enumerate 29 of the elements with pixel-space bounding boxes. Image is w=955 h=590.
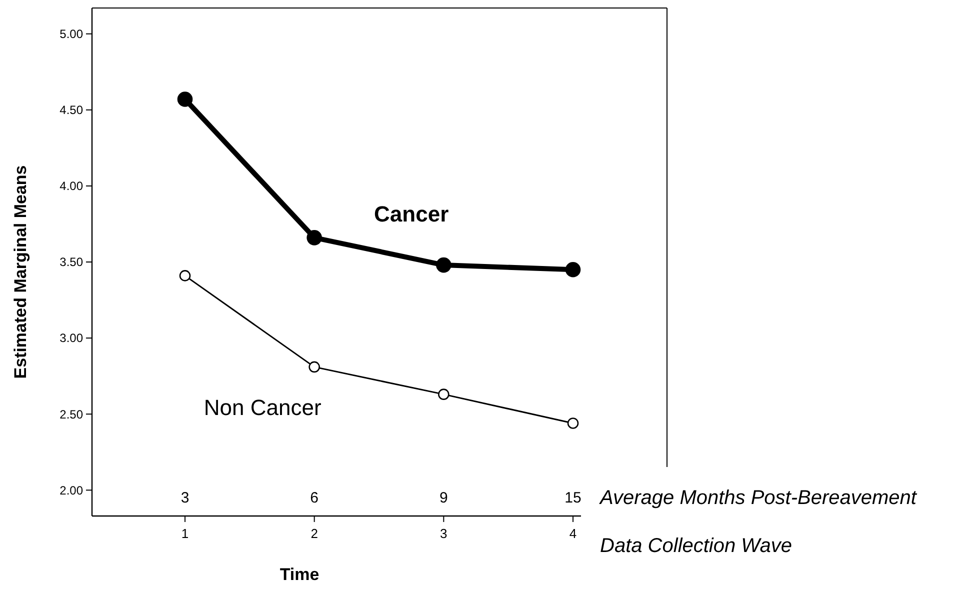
x-tick-label: 3	[440, 526, 448, 541]
point	[565, 262, 581, 278]
series-label: Cancer	[374, 202, 450, 227]
y-tick-label: 2.00	[60, 483, 84, 498]
point	[438, 388, 450, 400]
point	[306, 230, 322, 246]
point	[436, 257, 452, 273]
y-tick-label: 2.50	[60, 407, 84, 422]
x-axis-title: Time	[280, 565, 320, 584]
y-tick-label: 4.00	[60, 179, 84, 194]
x-tick-label: 2	[310, 526, 318, 541]
y-tick-label: 3.50	[60, 255, 84, 270]
y-tick-label: 5.00	[60, 27, 84, 42]
point	[179, 270, 191, 282]
y-tick-label: 3.00	[60, 331, 84, 346]
annotation: 3	[180, 489, 190, 506]
point	[567, 418, 579, 429]
annotation: 9	[439, 489, 448, 506]
point	[177, 92, 193, 107]
text: Data Collection Wave	[600, 535, 792, 557]
annotation: 6	[310, 489, 319, 506]
x-tick-label: 1	[181, 526, 189, 541]
annotation: Average Months Post-Bereavement	[599, 487, 918, 509]
point	[308, 361, 320, 373]
annotation: 15	[564, 489, 582, 506]
series-label: Non Cancer	[204, 394, 322, 420]
y-tick-label: 4.50	[60, 103, 84, 118]
y-axis-title: Estimated Marginal Means	[11, 165, 30, 379]
x-tick-label: 4	[569, 526, 577, 541]
